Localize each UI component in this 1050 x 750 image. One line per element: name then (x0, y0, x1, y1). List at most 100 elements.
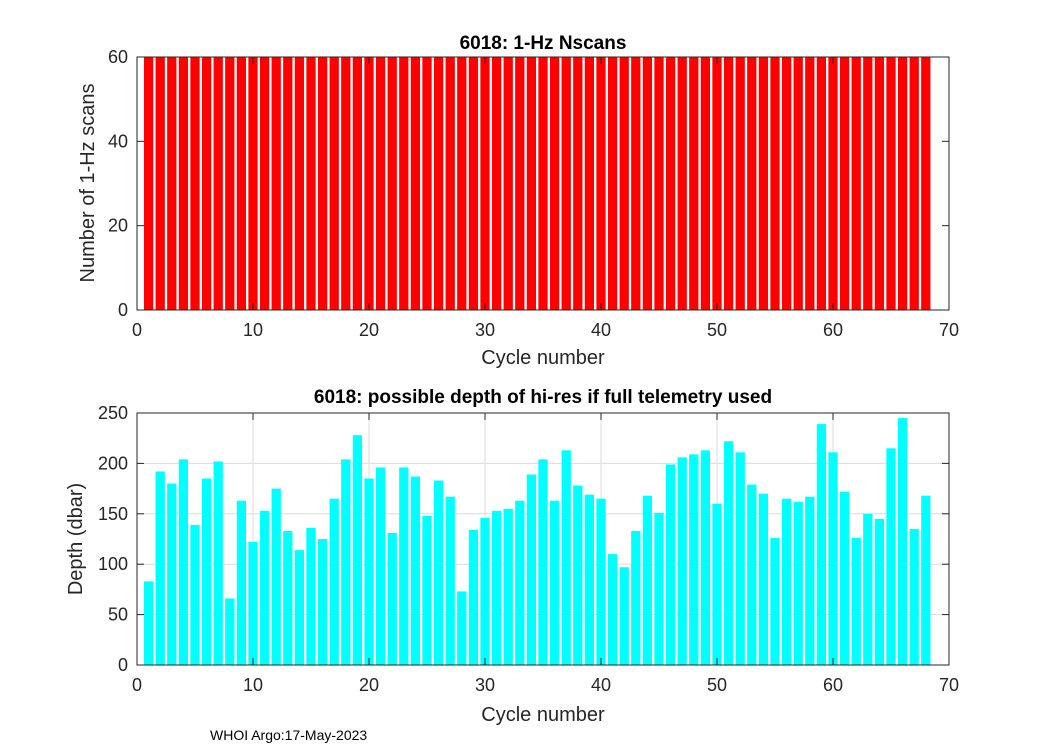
bar (596, 57, 606, 310)
bar (874, 518, 885, 665)
bar (549, 500, 560, 665)
bar (468, 529, 479, 665)
bar (329, 498, 339, 665)
bar (642, 57, 653, 310)
x-ticks: 0 10 20 30 40 50 60 70 (132, 57, 959, 340)
bar (665, 57, 676, 310)
bar (723, 57, 734, 310)
y-tick-label: 200 (98, 453, 128, 473)
bar (433, 480, 444, 665)
bar (399, 57, 409, 310)
x-ticks: 0 10 20 30 40 50 60 70 (132, 413, 959, 695)
bar (457, 57, 467, 310)
x-tick-label: 70 (939, 320, 959, 340)
y-tick-label: 250 (98, 403, 128, 423)
bar (515, 500, 525, 665)
bar (480, 517, 490, 665)
bars (143, 57, 931, 310)
bar (758, 493, 769, 665)
bar (584, 57, 595, 310)
bar (248, 542, 258, 665)
bar (491, 510, 502, 665)
x-axis-label: Cycle number (481, 704, 605, 726)
bar (654, 57, 664, 310)
x-tick-label: 30 (475, 675, 495, 695)
bar (654, 512, 664, 665)
bar (155, 471, 165, 665)
bar (793, 57, 803, 310)
bar (886, 448, 896, 665)
bar (283, 530, 293, 665)
bar (839, 57, 850, 310)
bar (781, 498, 792, 665)
bar (375, 467, 386, 665)
bar (201, 478, 212, 665)
bar (480, 57, 490, 310)
bar (503, 57, 513, 310)
bar (607, 554, 618, 665)
bar (364, 478, 374, 665)
bar (828, 452, 838, 665)
x-tick-label: 40 (591, 675, 611, 695)
bar (410, 476, 421, 665)
bar (352, 435, 363, 665)
bar (596, 498, 606, 665)
bar (225, 598, 235, 665)
x-tick-label: 0 (132, 675, 142, 695)
bar (329, 57, 339, 310)
bar (515, 57, 525, 310)
bar (445, 496, 455, 665)
nscans-axes: 0 10 20 30 40 50 60 70 0 20 40 60 6018: 1-Hz Nscan… (77, 33, 959, 369)
bar (677, 57, 687, 310)
y-tick-label: 150 (98, 504, 128, 524)
bar (805, 57, 815, 310)
bar (271, 488, 281, 665)
bar (619, 567, 629, 665)
bar (921, 495, 931, 665)
y-ticks: 0 20 40 60 (108, 47, 949, 320)
bar (770, 57, 780, 310)
x-tick-label: 0 (132, 320, 142, 340)
bar (526, 57, 537, 310)
bar (399, 467, 409, 665)
bar (468, 57, 479, 310)
x-tick-label: 20 (359, 675, 379, 695)
bar (283, 57, 293, 310)
x-tick-label: 30 (475, 320, 495, 340)
footer-credit: WHOI Argo:17-May-2023 (210, 727, 368, 743)
bar (538, 57, 548, 310)
y-axis-label: Depth (dbar) (65, 483, 87, 595)
bar (248, 57, 258, 310)
bar (422, 57, 432, 310)
bar (631, 530, 641, 665)
bar (213, 461, 223, 665)
chart-title: 6018: 1-Hz Nscans (460, 33, 627, 54)
bar (341, 459, 351, 665)
bar (712, 503, 722, 665)
y-tick-label: 20 (108, 216, 128, 236)
bar (294, 57, 305, 310)
bar (317, 539, 328, 665)
x-tick-label: 50 (707, 320, 727, 340)
bar (503, 508, 513, 665)
x-tick-label: 10 (243, 320, 263, 340)
bar (306, 57, 316, 310)
y-tick-label: 0 (118, 655, 128, 675)
bar (689, 454, 699, 665)
bar (851, 57, 861, 310)
bar (167, 57, 177, 310)
plot-frame (136, 56, 950, 311)
bar (689, 57, 699, 310)
bar (723, 441, 734, 665)
bar (259, 57, 270, 310)
bar (665, 464, 676, 665)
bar (584, 494, 595, 665)
bar (921, 57, 931, 310)
bar (225, 57, 235, 310)
bar (561, 450, 571, 665)
y-tick-label: 50 (108, 605, 128, 625)
bar (306, 527, 316, 665)
plot-frame (136, 412, 950, 666)
bar (375, 57, 386, 310)
